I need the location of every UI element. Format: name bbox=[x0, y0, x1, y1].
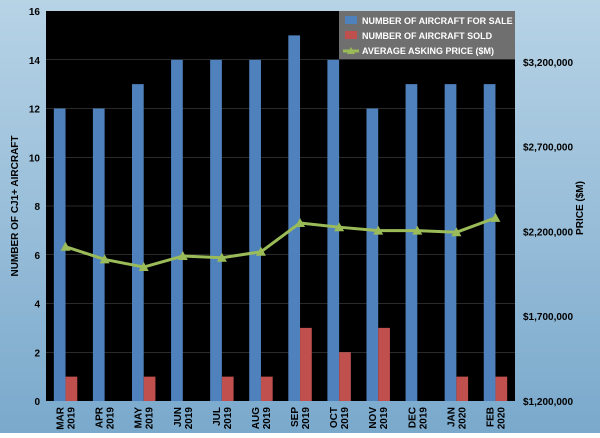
bar-for-sale bbox=[405, 84, 418, 401]
bar-for-sale bbox=[288, 35, 301, 401]
x-tick-year: 2019 bbox=[223, 407, 234, 430]
price-marker bbox=[295, 217, 306, 227]
price-marker bbox=[373, 225, 384, 235]
x-tick-month: AUG bbox=[251, 407, 262, 429]
x-tick-label: FEB 2020 bbox=[485, 407, 507, 430]
x-tick-label: SEP 2019 bbox=[290, 407, 312, 430]
x-tick-label: OCT 2019 bbox=[329, 407, 351, 430]
bar-for-sale bbox=[483, 84, 496, 401]
y-tick-label: 12 bbox=[29, 105, 41, 116]
y-tick-label: 16 bbox=[29, 7, 41, 18]
x-tick-year: 2019 bbox=[67, 407, 78, 430]
y2-axis-title: PRICE ($M) bbox=[575, 181, 586, 235]
x-tick-month: OCT bbox=[329, 407, 340, 428]
x-tick-year: 2020 bbox=[457, 407, 468, 430]
price-marker bbox=[216, 252, 227, 262]
price-marker bbox=[334, 222, 345, 232]
x-tick-month: SEP bbox=[290, 407, 301, 427]
y-tick-label: 2 bbox=[34, 348, 40, 359]
y2-tick-label: $3,200,000 bbox=[523, 58, 573, 69]
price-line bbox=[65, 216, 496, 269]
bar-for-sale bbox=[210, 59, 222, 401]
bar-sold bbox=[65, 376, 78, 401]
x-tick-label: JUL 2019 bbox=[212, 407, 234, 430]
y2-tick-label: $2,200,000 bbox=[523, 227, 573, 238]
y2-tick-label: $1,700,000 bbox=[523, 312, 573, 323]
x-tick-year: 2019 bbox=[301, 407, 312, 430]
x-tick-label: MAR 2019 bbox=[56, 406, 78, 430]
bar-for-sale bbox=[171, 59, 183, 401]
price-marker bbox=[60, 241, 71, 251]
y-tick-label: 4 bbox=[34, 300, 40, 311]
price-marker bbox=[412, 225, 423, 235]
price-marker bbox=[451, 227, 462, 237]
x-tick-label: AUG 2019 bbox=[251, 407, 273, 430]
bar-for-sale bbox=[53, 108, 66, 401]
legend-label-sold: NUMBER OF AIRCRAFT SOLD bbox=[362, 31, 493, 41]
bar-sold bbox=[260, 376, 273, 401]
price-marker bbox=[177, 251, 188, 261]
y-tick-label: 0 bbox=[34, 397, 40, 408]
x-tick-year: 2019 bbox=[106, 407, 117, 430]
y-tick-label: 6 bbox=[34, 251, 40, 262]
x-tick-year: 2019 bbox=[262, 407, 273, 430]
x-tick-month: APR bbox=[95, 406, 106, 428]
x-tick-year: 2019 bbox=[418, 407, 429, 430]
y-tick-label: 8 bbox=[34, 202, 40, 213]
x-tick-year: 2019 bbox=[340, 407, 351, 430]
bar-for-sale bbox=[366, 108, 379, 401]
price-marker bbox=[255, 246, 266, 256]
x-tick-label: MAY 2019 bbox=[134, 407, 156, 430]
bar-for-sale bbox=[249, 59, 261, 401]
legend-box bbox=[339, 11, 515, 59]
x-tick-month: NOV bbox=[368, 407, 379, 429]
bar-for-sale bbox=[92, 108, 105, 401]
legend-label-for-sale: NUMBER OF AIRCRAFT FOR SALE bbox=[362, 16, 513, 26]
x-tick-label: NOV 2019 bbox=[368, 407, 390, 430]
x-tick-label: JUN 2019 bbox=[173, 407, 195, 430]
x-tick-month: MAY bbox=[134, 407, 145, 429]
legend-swatch-for-sale bbox=[345, 16, 357, 24]
y-axis-title: NUMBER OF CJ1+ AIRCRAFT bbox=[10, 135, 21, 276]
price-marker bbox=[138, 262, 149, 272]
x-tick-month: JUL bbox=[212, 407, 223, 426]
bar-for-sale bbox=[131, 84, 144, 401]
y-tick-label: 10 bbox=[29, 153, 41, 164]
x-tick-year: 2020 bbox=[496, 407, 507, 430]
x-tick-label: DEC 2019 bbox=[407, 407, 429, 430]
bar-for-sale bbox=[444, 84, 457, 401]
y2-tick-label: $2,700,000 bbox=[523, 143, 573, 154]
x-tick-month: JUN bbox=[173, 407, 184, 427]
x-tick-label: APR 2019 bbox=[95, 406, 117, 429]
x-tick-month: MAR bbox=[56, 406, 67, 430]
x-tick-year: 2019 bbox=[145, 407, 156, 430]
bar-sold bbox=[495, 376, 508, 401]
bar-sold bbox=[221, 376, 234, 401]
bar-sold bbox=[378, 327, 390, 401]
bar-sold bbox=[339, 352, 351, 401]
bar-sold bbox=[143, 376, 156, 401]
x-tick-month: FEB bbox=[485, 407, 496, 427]
y2-tick-label: $1,200,000 bbox=[523, 397, 573, 408]
bar-for-sale bbox=[327, 59, 340, 401]
bar-sold bbox=[456, 376, 469, 401]
legend-label-price: AVERAGE ASKING PRICE ($M) bbox=[362, 46, 494, 56]
x-tick-label: JAN 2020 bbox=[446, 407, 468, 430]
x-tick-year: 2019 bbox=[379, 407, 390, 430]
y-tick-label: 14 bbox=[29, 56, 41, 67]
legend-marker-price bbox=[347, 47, 355, 54]
x-tick-month: DEC bbox=[407, 407, 418, 428]
x-tick-month: JAN bbox=[446, 407, 457, 427]
legend-swatch-sold bbox=[345, 31, 357, 39]
bar-sold bbox=[300, 327, 312, 401]
price-marker bbox=[99, 254, 110, 264]
x-tick-year: 2019 bbox=[184, 407, 195, 430]
price-marker bbox=[490, 212, 501, 222]
